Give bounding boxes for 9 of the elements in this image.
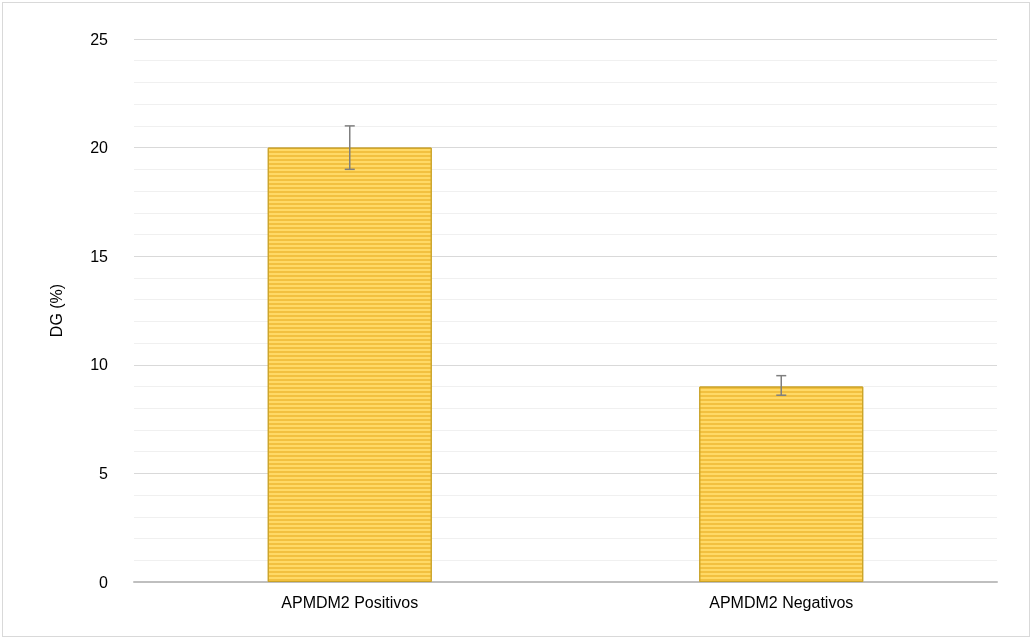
x-tick-label: APMDM2 Negativos (709, 593, 854, 611)
y-tick-label: 25 (90, 30, 109, 48)
y-tick-label: 5 (99, 464, 109, 482)
y-tick-label: 0 (99, 573, 109, 591)
x-tick-label: APMDM2 Positivos (281, 593, 419, 611)
y-tick-label: 20 (90, 139, 109, 157)
y-tick-label: 10 (90, 356, 109, 374)
y-axis-title: DG (%) (47, 283, 65, 338)
y-tick-label: 15 (90, 247, 109, 265)
